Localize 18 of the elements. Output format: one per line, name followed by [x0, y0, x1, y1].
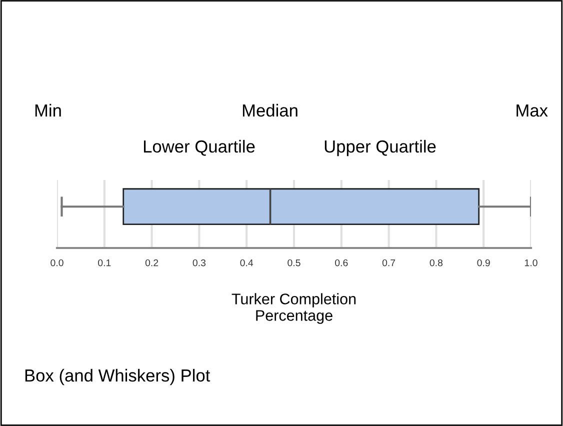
text: Lower Quartile [144, 140, 255, 156]
x-tick-label: 0.6 [335, 259, 348, 266]
x-tick-label: 0.9 [477, 259, 490, 266]
x-tick-label: 0.2 [145, 259, 158, 266]
x-tick-label: 0.7 [382, 259, 396, 266]
x-axis-title: Turker Completion Percentage [232, 293, 356, 324]
text: Min [35, 104, 61, 116]
x-tick-label: 0.5 [288, 259, 300, 266]
x-tick-label: 0.3 [192, 259, 206, 266]
text: Max [516, 104, 548, 117]
x-tick-label: 0.8 [430, 259, 443, 266]
text: Box (and Whiskers) Plot [25, 368, 210, 386]
x-tick-label: 0.4 [240, 259, 254, 266]
x-tick-label: 1.0 [524, 259, 538, 266]
x-tick-label: 0.0 [50, 259, 64, 266]
text: Upper Quartile [324, 140, 436, 156]
text: Median [242, 104, 298, 117]
x-tick-label: 0.1 [98, 259, 111, 266]
